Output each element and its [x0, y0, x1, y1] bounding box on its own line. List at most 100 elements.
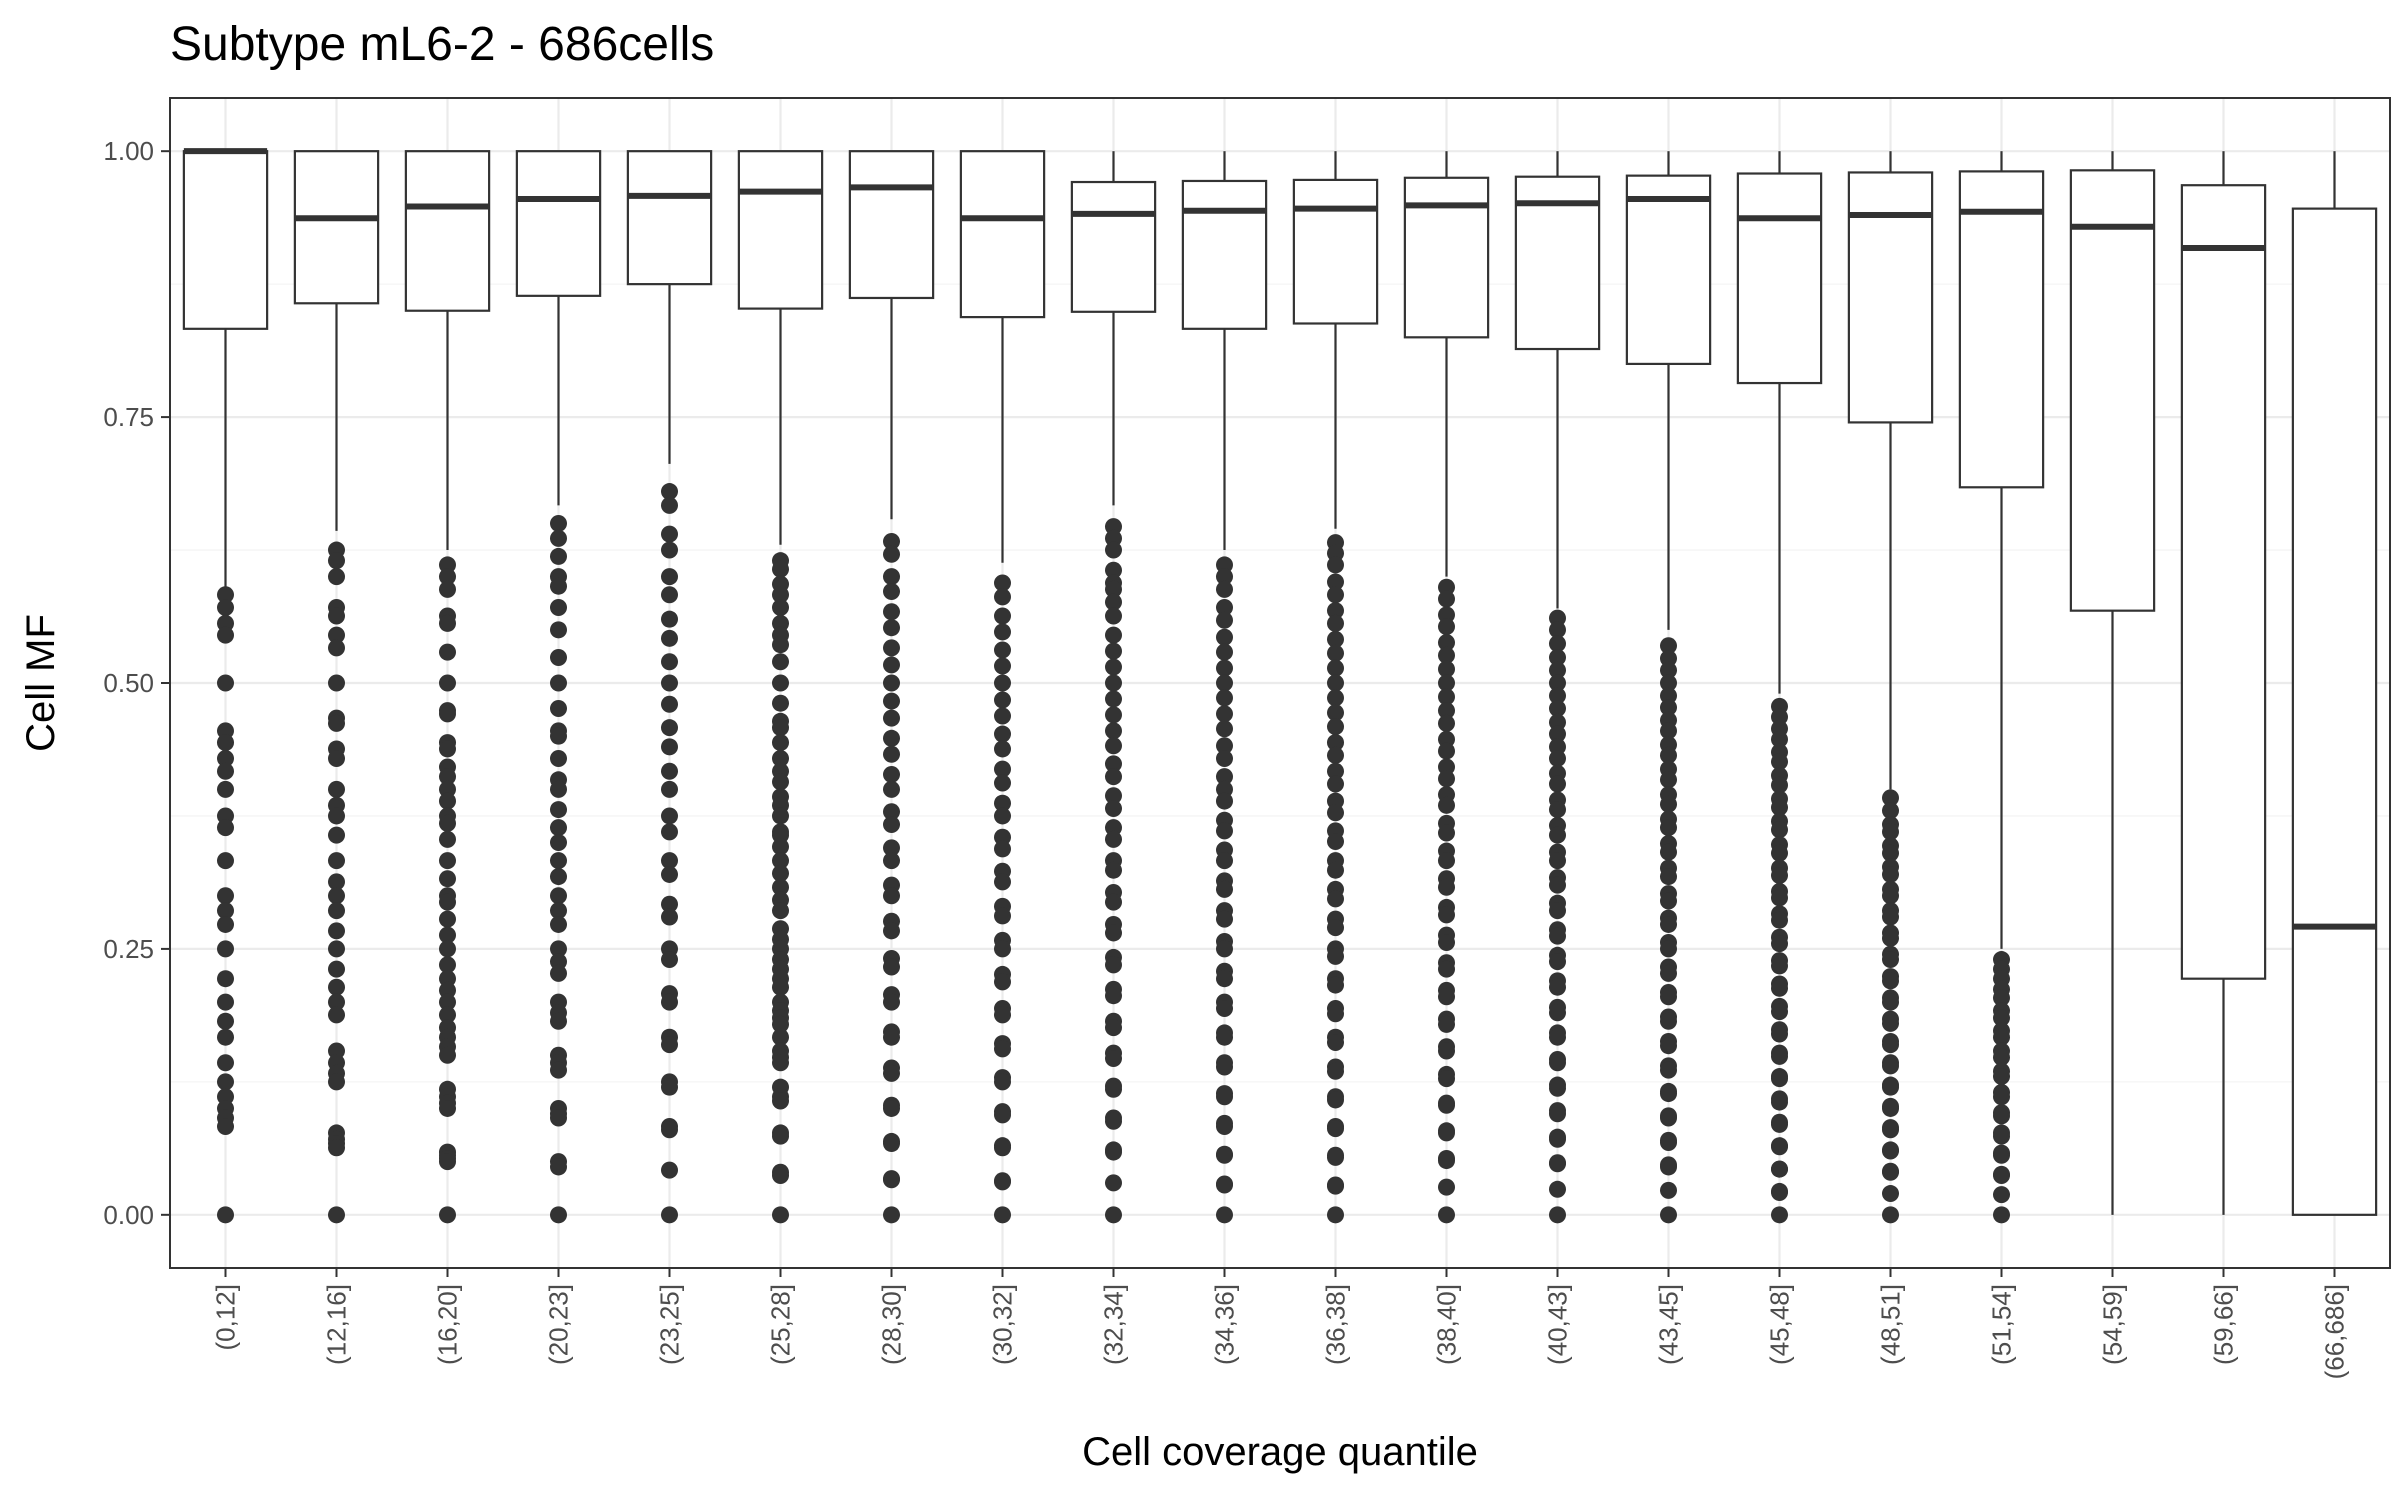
outlier-point — [1882, 929, 1899, 947]
box-body — [2291, 207, 2378, 1216]
outlier-point — [217, 586, 234, 604]
outlier-point — [1660, 1037, 1677, 1055]
outlier-point — [550, 727, 567, 745]
outlier-point — [1549, 978, 1566, 996]
outlier-point — [1327, 1062, 1344, 1080]
outlier-point — [1327, 890, 1344, 908]
outlier-point — [661, 762, 678, 780]
outlier-point — [772, 750, 789, 768]
outlier-point — [1105, 737, 1122, 755]
outlier-point — [439, 1206, 456, 1224]
box-body — [2069, 169, 2156, 612]
outlier-point — [1771, 1138, 1788, 1156]
outlier-point — [1549, 648, 1566, 666]
outlier-point — [439, 1046, 456, 1064]
outlier-point — [772, 1127, 789, 1145]
box-9 — [1181, 151, 1268, 551]
outlier-point — [1771, 911, 1788, 929]
outlier-point — [439, 643, 456, 661]
box-5 — [737, 150, 824, 545]
outlier-point — [1438, 618, 1455, 636]
outlier-point — [1438, 878, 1455, 896]
outlier-point — [550, 1012, 567, 1030]
outlier-point — [550, 750, 567, 768]
outlier-point — [1882, 1206, 1899, 1224]
outlier-point — [1327, 861, 1344, 879]
outlier-point — [1438, 714, 1455, 732]
x-tick-label: (45,48] — [1765, 1284, 1795, 1365]
outlier-point — [772, 773, 789, 791]
outlier-point — [1327, 792, 1344, 810]
x-tick-label: (23,25] — [655, 1284, 685, 1365]
outlier-point — [661, 1036, 678, 1054]
outlier-point — [1771, 844, 1788, 862]
outlier-point — [1549, 738, 1566, 756]
outlier-point — [1993, 1009, 2010, 1027]
x-tick-label: (48,51] — [1876, 1284, 1906, 1365]
box-17 — [2069, 151, 2156, 1215]
outlier-point — [1882, 1078, 1899, 1096]
outlier-point — [883, 639, 900, 657]
outlier-point — [550, 598, 567, 616]
outlier-point — [1105, 830, 1122, 848]
outlier-point — [217, 762, 234, 780]
outlier-point — [217, 807, 234, 825]
outlier-point — [1549, 700, 1566, 718]
outlier-point — [661, 1161, 678, 1179]
outlier-point — [550, 621, 567, 639]
outlier-point — [439, 580, 456, 598]
outlier-point — [1660, 1158, 1677, 1176]
outlier-point — [1105, 518, 1122, 536]
x-tick-label: (34,36] — [1210, 1284, 1240, 1365]
outlier-point — [1660, 892, 1677, 910]
outlier-point — [772, 1166, 789, 1184]
outlier-point — [1993, 1206, 2010, 1224]
outlier-point — [328, 993, 345, 1011]
outlier-point — [772, 719, 789, 737]
outlier-point — [1216, 1058, 1233, 1076]
outlier-point — [1771, 935, 1788, 953]
outlier-point — [883, 1171, 900, 1189]
outlier-point — [661, 496, 678, 514]
outlier-point — [439, 1099, 456, 1117]
outlier-point — [1438, 1015, 1455, 1033]
outlier-point — [883, 568, 900, 586]
outlier-point — [1216, 780, 1233, 798]
outlier-point — [1327, 659, 1344, 677]
outlier-point — [1438, 730, 1455, 748]
outlier-point — [1549, 713, 1566, 731]
outlier-point — [1105, 755, 1122, 773]
outlier-point — [1771, 798, 1788, 816]
outlier-point — [1660, 940, 1677, 958]
outlier-point — [550, 940, 567, 958]
box-body — [515, 150, 602, 297]
outlier-point — [1660, 1012, 1677, 1030]
outlier-point — [439, 940, 456, 958]
outlier-point — [1660, 915, 1677, 933]
outlier-point — [1549, 621, 1566, 639]
outlier-point — [439, 893, 456, 911]
outlier-point — [1105, 690, 1122, 708]
outlier-point — [1105, 1112, 1122, 1130]
outlier-point — [661, 1078, 678, 1096]
outlier-point — [1993, 1107, 2010, 1125]
outlier-point — [1549, 750, 1566, 768]
outlier-point — [994, 707, 1011, 725]
outlier-point — [439, 1006, 456, 1024]
outlier-point — [550, 529, 567, 547]
outlier-point — [217, 1088, 234, 1106]
outlier-point — [661, 541, 678, 559]
outlier-point — [1771, 1206, 1788, 1224]
outlier-point — [328, 922, 345, 940]
outlier-point — [550, 887, 567, 905]
outlier-point — [1105, 768, 1122, 786]
outlier-point — [772, 838, 789, 856]
outlier-point — [1882, 844, 1899, 862]
outlier-point — [217, 1028, 234, 1046]
outlier-point — [328, 902, 345, 920]
outlier-point — [1327, 1034, 1344, 1052]
outlier-point — [217, 993, 234, 1011]
outlier-point — [1105, 529, 1122, 547]
x-tick-label: (66,686] — [2320, 1284, 2350, 1379]
box-6 — [848, 150, 935, 520]
